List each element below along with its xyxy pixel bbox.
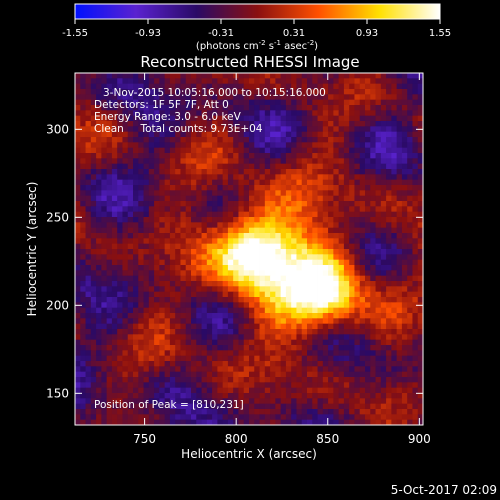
colorbar-units: (photons cm-2 s-1 asec-2) (196, 39, 318, 52)
annotation-total-counts: Clean Total counts: 9.73E+04 (94, 123, 263, 135)
x-tick-label: 800 (225, 432, 248, 446)
y-tick-label: 300 (46, 122, 69, 136)
colorbar-tick-label: -0.31 (208, 28, 234, 39)
annotation-detectors: Detectors: 1F 5F 7F, Att 0 (94, 99, 229, 111)
colorbar-tick-label: 0.93 (356, 28, 378, 39)
peak-position-label: Position of Peak = [810,231] (94, 399, 244, 411)
y-tick-label: 150 (46, 386, 69, 400)
x-tick-label: 750 (133, 432, 156, 446)
x-tick-label: 850 (316, 432, 339, 446)
annotation-energy-range: Energy Range: 3.0 - 6.0 keV (94, 111, 242, 123)
footer-date: 5-Oct-2017 02:09 (391, 483, 497, 497)
chart-title: Reconstructed RHESSI Image (140, 53, 359, 71)
x-axis-label: Heliocentric X (arcsec) (181, 447, 317, 461)
colorbar-tick-label: 0.31 (283, 28, 305, 39)
x-tick-label: 900 (408, 432, 431, 446)
colorbar (74, 3, 441, 20)
colorbar-ticks: -1.55 -0.93 -0.31 0.31 0.93 1.55 (62, 19, 451, 39)
y-tick-label: 200 (46, 298, 69, 312)
colorbar-tick-label: 1.55 (429, 28, 451, 39)
plot-frame (74, 72, 424, 426)
annotation-time-range: 3-Nov-2015 10:05:16.000 to 10:15:16.000 (103, 87, 326, 99)
colorbar-tick-label: -1.55 (62, 28, 88, 39)
y-axis-label: Heliocentric Y (arcsec) (25, 182, 39, 317)
colorbar-tick-label: -0.93 (135, 28, 161, 39)
axis-ticks: 750 800 850 900 150 200 250 300 (46, 73, 431, 446)
y-tick-label: 250 (46, 210, 69, 224)
annotation-block: 3-Nov-2015 10:05:16.000 to 10:15:16.000 … (94, 87, 326, 135)
heatmap-image (75, 73, 423, 425)
